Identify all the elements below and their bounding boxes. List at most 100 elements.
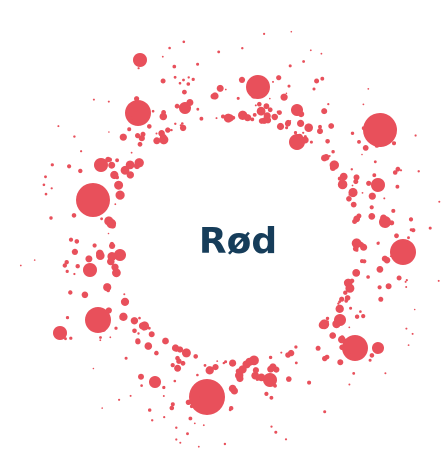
dot <box>49 216 52 219</box>
dot <box>109 336 111 338</box>
dot <box>186 99 193 106</box>
dot <box>354 176 358 180</box>
dot <box>72 213 77 218</box>
dot <box>154 351 159 356</box>
dot <box>96 251 105 260</box>
dot <box>314 79 319 84</box>
dot <box>133 119 136 122</box>
dot <box>348 188 357 197</box>
dot <box>189 417 193 421</box>
dot <box>114 181 123 190</box>
dot <box>82 292 89 299</box>
dot <box>369 359 372 362</box>
dot <box>366 275 370 279</box>
dot <box>262 376 265 379</box>
dot <box>181 361 186 366</box>
dot <box>66 270 69 273</box>
dot <box>286 93 288 95</box>
dot <box>109 243 115 249</box>
dot <box>108 101 110 103</box>
dot <box>361 314 365 318</box>
dot <box>351 132 354 135</box>
dot <box>331 150 334 153</box>
dot <box>272 114 278 120</box>
dot <box>75 239 80 244</box>
dot <box>99 339 101 341</box>
dot <box>387 117 390 120</box>
dot <box>259 118 265 124</box>
dot <box>174 123 176 125</box>
dot <box>256 378 259 381</box>
dot <box>175 427 177 429</box>
dot <box>372 173 376 177</box>
dot <box>224 443 226 445</box>
dot <box>123 293 125 295</box>
dot <box>20 265 22 267</box>
dot <box>277 123 284 130</box>
dot <box>175 104 180 109</box>
dot <box>168 47 171 50</box>
dot <box>69 337 72 340</box>
dot <box>100 217 103 220</box>
dot <box>295 362 298 365</box>
dot <box>108 233 110 235</box>
dot <box>321 53 323 55</box>
dot <box>374 160 377 163</box>
dot <box>370 353 375 358</box>
dot <box>285 126 288 129</box>
dot <box>415 134 417 136</box>
dot <box>332 320 340 328</box>
dot <box>174 380 177 383</box>
dot <box>196 108 199 111</box>
dot <box>114 203 116 205</box>
dot <box>321 323 323 325</box>
dot <box>84 270 86 272</box>
dot <box>101 326 107 332</box>
dot <box>337 303 339 305</box>
dot <box>76 264 80 268</box>
dot <box>165 127 170 132</box>
dot <box>175 438 177 440</box>
dot <box>229 385 237 393</box>
dot <box>438 201 440 203</box>
dot <box>343 291 347 295</box>
dot <box>355 315 359 319</box>
dot <box>114 327 117 330</box>
dot <box>313 88 316 91</box>
dot <box>135 338 140 343</box>
dot <box>216 360 218 362</box>
dot <box>397 276 402 281</box>
dot <box>57 125 59 127</box>
dot <box>307 381 311 385</box>
dot <box>377 266 384 273</box>
dot <box>384 257 391 264</box>
dot <box>148 327 151 330</box>
dot <box>367 88 369 90</box>
dot <box>396 167 401 172</box>
dot <box>139 135 145 141</box>
dot <box>72 249 78 255</box>
dot <box>330 160 339 169</box>
dot <box>302 132 304 134</box>
dot <box>288 85 291 88</box>
dot <box>363 104 365 106</box>
dot <box>386 283 392 289</box>
dot <box>338 177 342 181</box>
label: Rød <box>199 221 277 262</box>
dot <box>73 273 75 275</box>
dot <box>339 345 345 351</box>
dot <box>355 239 357 241</box>
dot <box>216 117 218 119</box>
dot <box>406 279 408 281</box>
logo: Rød <box>0 0 448 453</box>
dot <box>34 259 36 261</box>
dot <box>127 127 131 131</box>
dot <box>173 65 177 69</box>
dot <box>429 227 432 230</box>
dot <box>118 399 120 401</box>
dot <box>80 150 82 152</box>
dot <box>394 233 399 238</box>
dot <box>348 327 350 329</box>
dot <box>405 328 407 330</box>
dot <box>285 438 287 440</box>
